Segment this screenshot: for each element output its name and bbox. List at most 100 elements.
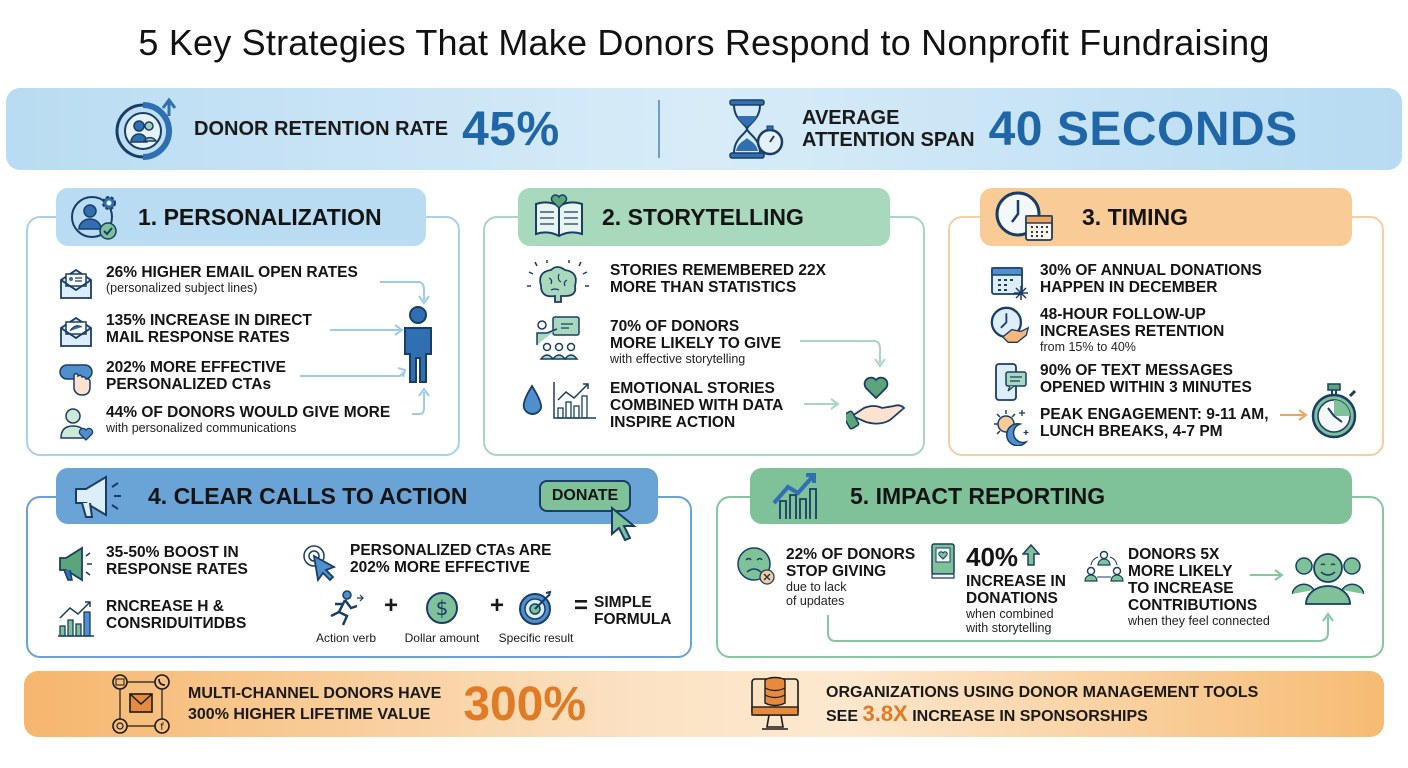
donate-label: DONATE [551,487,619,504]
timing-item: PEAK ENGAGEMENT: 9-11 AM, LUNCH BREAKS, … [990,406,1269,446]
multichannel-value: 300% [463,677,587,731]
stat-text: 70% OF DONORS [610,318,740,335]
stat-text: 26% HIGHER EMAIL OPEN RATES [106,264,358,281]
stat-text: RESPONSE RATES [106,561,248,578]
impact-title: 5. IMPACT REPORTING [850,482,1106,509]
mail-envelope-icon [56,312,96,352]
email-open-icon [56,264,96,304]
attention-label: AVERAGE ATTENTION SPAN [802,107,975,151]
cta-item: 35-50% BOOST IN RESPONSE RATES [56,544,248,584]
stat-text: 22% OF DONORS [786,546,916,563]
stat-text: INSPIRE ACTION [610,414,736,431]
timing-item: 48-HOUR FOLLOW-UP INCREASES RETENTION fr… [990,306,1224,354]
donor-tools-pre: SEE [826,707,859,725]
timing-arrow [1280,409,1308,421]
hand-heart-icon [842,372,908,435]
stat-text: CONSRIDUlТИDBS [106,615,247,632]
clock-handshake-icon [990,306,1030,346]
formula-result-line1: SIMPLE [594,594,652,611]
banner-divider [658,100,660,158]
hourglass-stopwatch-icon [724,96,790,162]
plus-sign: + [384,592,399,619]
dollar-coin-icon: $ [424,590,460,631]
impact-arrows [827,569,1334,642]
attention-value: 40 SECONDS [988,102,1298,156]
svg-text:$: $ [436,596,449,620]
donor-tools-stat: ORGANIZATIONS USING DONOR MANAGEMENT TOO… [750,675,1258,733]
stat-subtext: when they feel connected [1128,614,1270,628]
stat-text: MAIL RESPONSE RATES [106,329,290,346]
stat-text: 202% MORE EFFECTIVE [350,559,531,576]
stat-text: HAPPEN IN DECEMBER [1040,279,1218,296]
impact-item: 22% OF DONORS STOP GIVING due to lack of… [736,546,915,608]
stat-text: OPENED WITHIN 3 MINUTES [1040,379,1252,396]
stat-subtext: due to lack [786,580,847,594]
storytelling-title: 2. STORYTELLING [602,203,804,230]
network-people-icon [1084,546,1124,586]
cursor-click-icon [300,542,340,582]
timing-item: 30% OF ANNUAL DONATIONS HAPPEN IN DECEMB… [990,262,1262,302]
top-stats-banner: DONOR RETENTION RATE 45% AVERAGE ATTENTI… [6,88,1402,170]
stat-text: PERSONALIZED CTAs ARE [350,542,552,559]
arrow-up-icon [1021,543,1041,572]
presenter-audience-icon [526,316,590,361]
stat-subtext: of updates [786,594,845,608]
person-icon [401,306,435,389]
storytelling-item: EMOTIONAL STORIES COMBINED WITH DATA INS… [520,380,783,431]
stat-text: MORE LIKELY TO GIVE [610,335,782,352]
attention-label-line1: AVERAGE [802,107,900,129]
multi-channel-icon: f [110,674,176,734]
impact-value: 40% [966,542,1019,572]
storytelling-header: 2. STORYTELLING [518,188,890,246]
attention-label-line2: ATTENTION SPAN [802,129,975,151]
book-heart-icon [930,542,958,582]
bar-chart-up-icon [56,598,96,638]
personalization-item: 26% HIGHER EMAIL OPEN RATES (personalize… [56,264,358,304]
personalization-item: 44% OF DONORS WOULD GIVE MORE with perso… [56,404,390,444]
formula-result: SIMPLE FORMULA [594,594,672,628]
stat-subtext: (personalized subject lines) [106,281,258,295]
cta-item: PERSONALIZED CTAs ARE 202% MORE EFFECTIV… [300,542,552,582]
stat-text: 44% OF DONORS WOULD GIVE MORE [106,404,391,421]
storytelling-arrows [800,340,886,410]
bottom-stats-banner: f MULTI-CHANNEL DONORS HAVE 300% HIGHER … [24,671,1384,737]
stat-text: STOP GIVING [786,563,887,580]
cta-title: 4. CLEAR CALLS TO ACTION [148,482,468,509]
stopwatch-icon [1310,382,1360,445]
donor-retention-icon [112,96,178,162]
stat-text: INCREASES RETENTION [1040,323,1225,340]
retention-label: DONOR RETENTION RATE [194,118,449,140]
stat-text: DONORS 5X [1128,546,1220,563]
cta-formula: Action verb + $ Dollar amount + Specific… [310,590,690,646]
sun-moon-icon [990,406,1030,446]
formula-part: $ Dollar amount [394,590,490,645]
timing-header: 3. TIMING [980,188,1352,246]
storytelling-item: 70% OF DONORS MORE LIKELY TO GIVE with e… [526,316,782,366]
stat-text: PERSONALIZED CTAs [106,376,272,393]
personalization-title: 1. PERSONALIZATION [138,203,382,230]
retention-value: 45% [462,102,560,156]
stat-text: INCREASE IN [966,573,1066,590]
stat-text: RNCREASE H & [106,598,224,615]
stat-subtext: when combined [966,607,1054,621]
stat-text: CONTRIBUTIONS [1128,597,1258,614]
user-gear-check-icon [70,191,122,243]
stat-text: MORE LIKELY [1128,563,1233,580]
clock-calendar-icon [994,190,1056,244]
personalization-item: 202% MORE EFFECTIVE PERSONALIZED CTAs [56,359,286,399]
stat-text: STORIES REMEMBERED 22X [610,262,826,279]
megaphone-icon [70,471,132,521]
plus-sign: + [490,592,505,619]
donate-button[interactable]: DONATE [539,480,631,512]
formula-result-line2: FORMULA [594,611,672,628]
personalization-header: 1. PERSONALIZATION [56,188,426,246]
stat-text: LUNCH BREAKS, 4-7 PM [1040,423,1223,440]
impact-item: DONORS 5X MORE LIKELY TO INCREASE CONTRI… [1084,546,1270,628]
donor-tools-value: 3.8X [862,700,908,726]
formula-part: Specific result [486,590,586,645]
formula-label: Action verb [315,631,377,645]
stat-text: 202% MORE EFFECTIVE [106,359,287,376]
stat-text: PEAK ENGAGEMENT: 9-11 AM, [1040,406,1269,423]
database-monitor-icon [750,675,800,733]
svg-text:f: f [160,722,164,733]
